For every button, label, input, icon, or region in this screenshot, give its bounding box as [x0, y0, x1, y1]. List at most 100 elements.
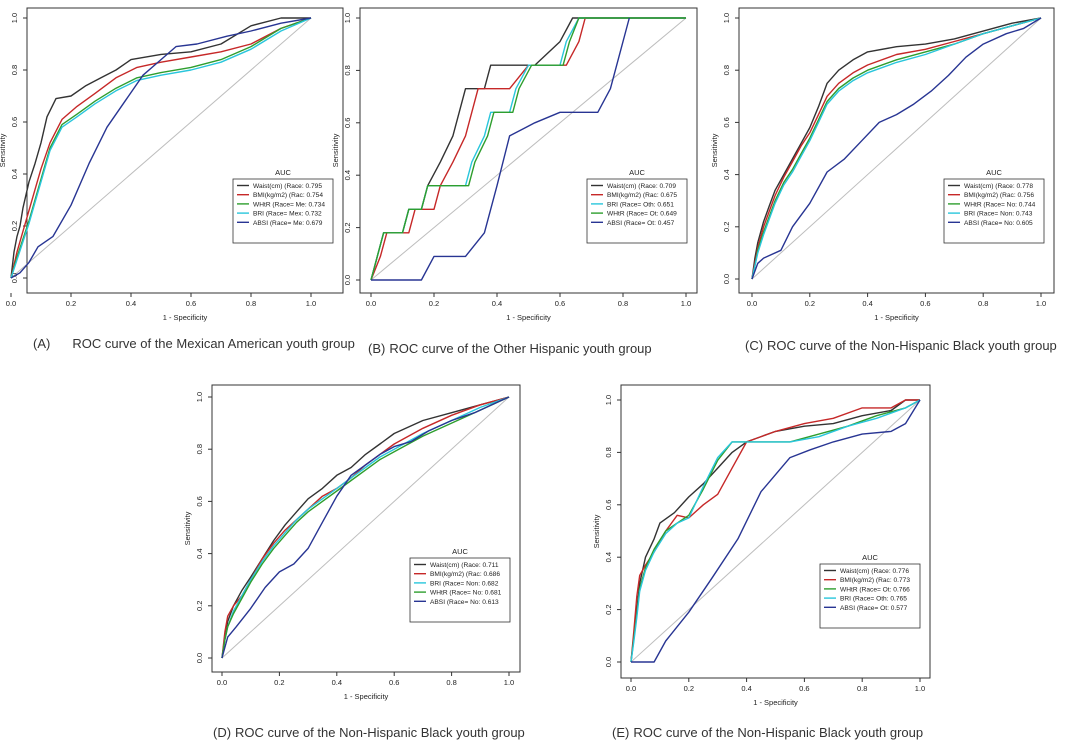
- legend-a: AUC Waist(cm) (Race: 0.795 BMI(kg/m2) (Rac…: [232, 168, 334, 244]
- y-tick-label-d: 0.6: [195, 496, 204, 506]
- x-tick-label-a: 0.8: [246, 299, 256, 308]
- roc-curve-d-3: [221, 396, 510, 659]
- y-tick-label-e: 0.2: [604, 604, 613, 614]
- legend-entry-c: WHtR (Race= No: 0.744: [964, 201, 1036, 208]
- x-axis-label-b: 1 - Specificity: [506, 313, 551, 322]
- reference-diagonal-a: [10, 17, 312, 279]
- y-tick-label-e: 0.0: [604, 657, 613, 667]
- caption-a: (A) ROC curve of the Mexican American you…: [33, 336, 355, 351]
- roc-curve-d-5: [221, 396, 510, 659]
- caption-e: (E) ROC curve of the Non-Hispanic Black y…: [612, 725, 923, 740]
- y-axis-label-c: Sensitivity: [710, 133, 719, 167]
- roc-panel-a: 0.0 0.2 0.4 0.6 0.8 1.0 0.0 0.2 0.4 0.6 0.8 1.0 1 - …: [0, 7, 344, 322]
- y-tick-label-b: 0.8: [343, 65, 352, 75]
- y-tick-label-e: 0.4: [604, 552, 613, 562]
- y-tick-label-e: 0.6: [604, 500, 613, 510]
- legend-box-b: [586, 178, 688, 244]
- x-tick-label-d: 0.8: [446, 678, 456, 687]
- legend-entry-d: BRI (Race= Non: 0.682: [430, 580, 499, 587]
- y-tick-label-b: 1.0: [343, 13, 352, 23]
- caption-a-prefix: (A): [33, 336, 51, 351]
- x-tick-label-a: 0.0: [6, 299, 16, 308]
- caption-b: (B) ROC curve of the Other Hispanic youth…: [368, 341, 652, 356]
- x-tick-label-d: 0.2: [274, 678, 284, 687]
- x-tick-label-e: 0.6: [799, 684, 809, 693]
- y-tick-label-d: 0.8: [195, 444, 204, 454]
- legend-title-b: AUC: [629, 168, 645, 177]
- y-tick-label-a: 0.0: [10, 273, 19, 283]
- x-tick-label-c: 0.0: [747, 299, 757, 308]
- roc-curve-b-5: [371, 17, 630, 281]
- legend-entry-b: BRI (Race= Oth: 0.651: [607, 201, 674, 208]
- plot-frame-c: [738, 7, 1055, 294]
- y-tick-label-c: 0.8: [722, 65, 731, 75]
- legend-title-e: AUC: [862, 553, 878, 562]
- legend-d: AUC Waist(cm) (Race: 0.711 BMI(kg/m2) (Rac…: [409, 547, 511, 623]
- legend-entry-e: BMI(kg/m2) (Rac: 0.773: [840, 577, 910, 584]
- y-axis-label-d: Sensitivity: [183, 511, 192, 545]
- caption-d-prefix: (D): [213, 725, 232, 740]
- caption-b-prefix: (B): [368, 341, 386, 356]
- caption-d: (D) ROC curve of the Non-Hispanic Black y…: [213, 725, 525, 740]
- y-tick-label-c: 0.0: [722, 274, 731, 284]
- legend-title-d: AUC: [452, 547, 468, 556]
- x-tick-label-b: 0.8: [618, 299, 628, 308]
- x-tick-label-e: 0.8: [857, 684, 867, 693]
- x-tick-label-d: 0.4: [332, 678, 342, 687]
- caption-e-text: ROC curve of the Non-Hispanic Black yout…: [633, 725, 924, 740]
- legend-entry-a: BMI(kg/m2) (Rac: 0.754: [253, 192, 323, 199]
- x-tick-label-d: 0.6: [389, 678, 399, 687]
- y-tick-label-d: 1.0: [195, 392, 204, 402]
- y-axis-label-a: Sensitivity: [0, 133, 7, 167]
- roc-curve-e-5: [631, 399, 921, 663]
- roc-curve-e-2: [630, 399, 920, 663]
- legend-entry-d: WHtR (Race= No: 0.681: [430, 590, 502, 597]
- roc-curve-a-2: [10, 17, 312, 279]
- x-axis-label-e: 1 - Specificity: [753, 698, 798, 707]
- roc-curve-a-5: [10, 17, 312, 279]
- roc-panel-b: 0.0 0.2 0.4 0.6 0.8 1.0 0.0 0.2 0.4 0.6 0.8 1.0 1 - …: [331, 7, 698, 322]
- x-tick-label-c: 0.8: [978, 299, 988, 308]
- legend-entry-d: BMI(kg/m2) (Rac: 0.686: [430, 571, 500, 578]
- y-tick-label-a: 0.6: [10, 117, 19, 127]
- y-tick-label-c: 0.6: [722, 117, 731, 127]
- roc-curve-d-4: [221, 396, 510, 659]
- caption-e-prefix: (E): [612, 725, 630, 740]
- legend-box-e: [819, 563, 921, 629]
- x-tick-label-d: 0.0: [217, 678, 227, 687]
- roc-panel-c: 0.0 0.2 0.4 0.6 0.8 1.0 0.0 0.2 0.4 0.6 0.8 1.0 1 - …: [710, 7, 1055, 322]
- x-tick-label-a: 0.6: [186, 299, 196, 308]
- x-tick-label-b: 0.0: [366, 299, 376, 308]
- legend-entry-b: WHtR (Race= Ot: 0.649: [607, 211, 677, 218]
- plot-frame-d: [211, 384, 521, 673]
- x-tick-label-c: 0.2: [805, 299, 815, 308]
- x-tick-label-c: 0.6: [920, 299, 930, 308]
- legend-title-c: AUC: [986, 168, 1002, 177]
- reference-diagonal-e: [630, 399, 921, 663]
- y-tick-label-d: 0.2: [195, 601, 204, 611]
- reference-diagonal-d: [221, 396, 510, 659]
- y-axis-label-b: Sensitivity: [331, 133, 340, 167]
- roc-curve-c-2: [751, 17, 1042, 280]
- reference-diagonal-c: [751, 17, 1042, 280]
- y-axis-label-e: Sensitivity: [592, 514, 601, 548]
- x-tick-label-c: 0.4: [862, 299, 872, 308]
- legend-entry-a: WHtR (Race= Me: 0.734: [253, 201, 325, 208]
- y-tick-label-c: 1.0: [722, 13, 731, 23]
- y-tick-label-d: 0.0: [195, 653, 204, 663]
- legend-entry-c: BRI (Race= Non: 0.743: [964, 211, 1033, 218]
- x-tick-label-e: 0.2: [684, 684, 694, 693]
- roc-curve-c-1: [751, 17, 1042, 280]
- y-tick-label-b: 0.4: [343, 170, 352, 180]
- legend-entry-a: BRI (Race= Mex: 0.732: [253, 211, 322, 218]
- y-tick-label-b: 0.6: [343, 118, 352, 128]
- legend-c: AUC Waist(cm) (Race: 0.778 BMI(kg/m2) (Rac…: [943, 168, 1045, 244]
- x-tick-label-b: 0.4: [492, 299, 502, 308]
- roc-curve-c-3: [751, 17, 1042, 280]
- x-tick-label-a: 1.0: [306, 299, 316, 308]
- legend-b: AUC Waist(cm) (Race: 0.709 BMI(kg/m2) (Rac…: [586, 168, 688, 244]
- caption-c-text: ROC curve of the Non-Hispanic Black yout…: [767, 338, 1057, 353]
- x-tick-label-e: 0.0: [626, 684, 636, 693]
- reference-diagonal-b: [370, 17, 687, 281]
